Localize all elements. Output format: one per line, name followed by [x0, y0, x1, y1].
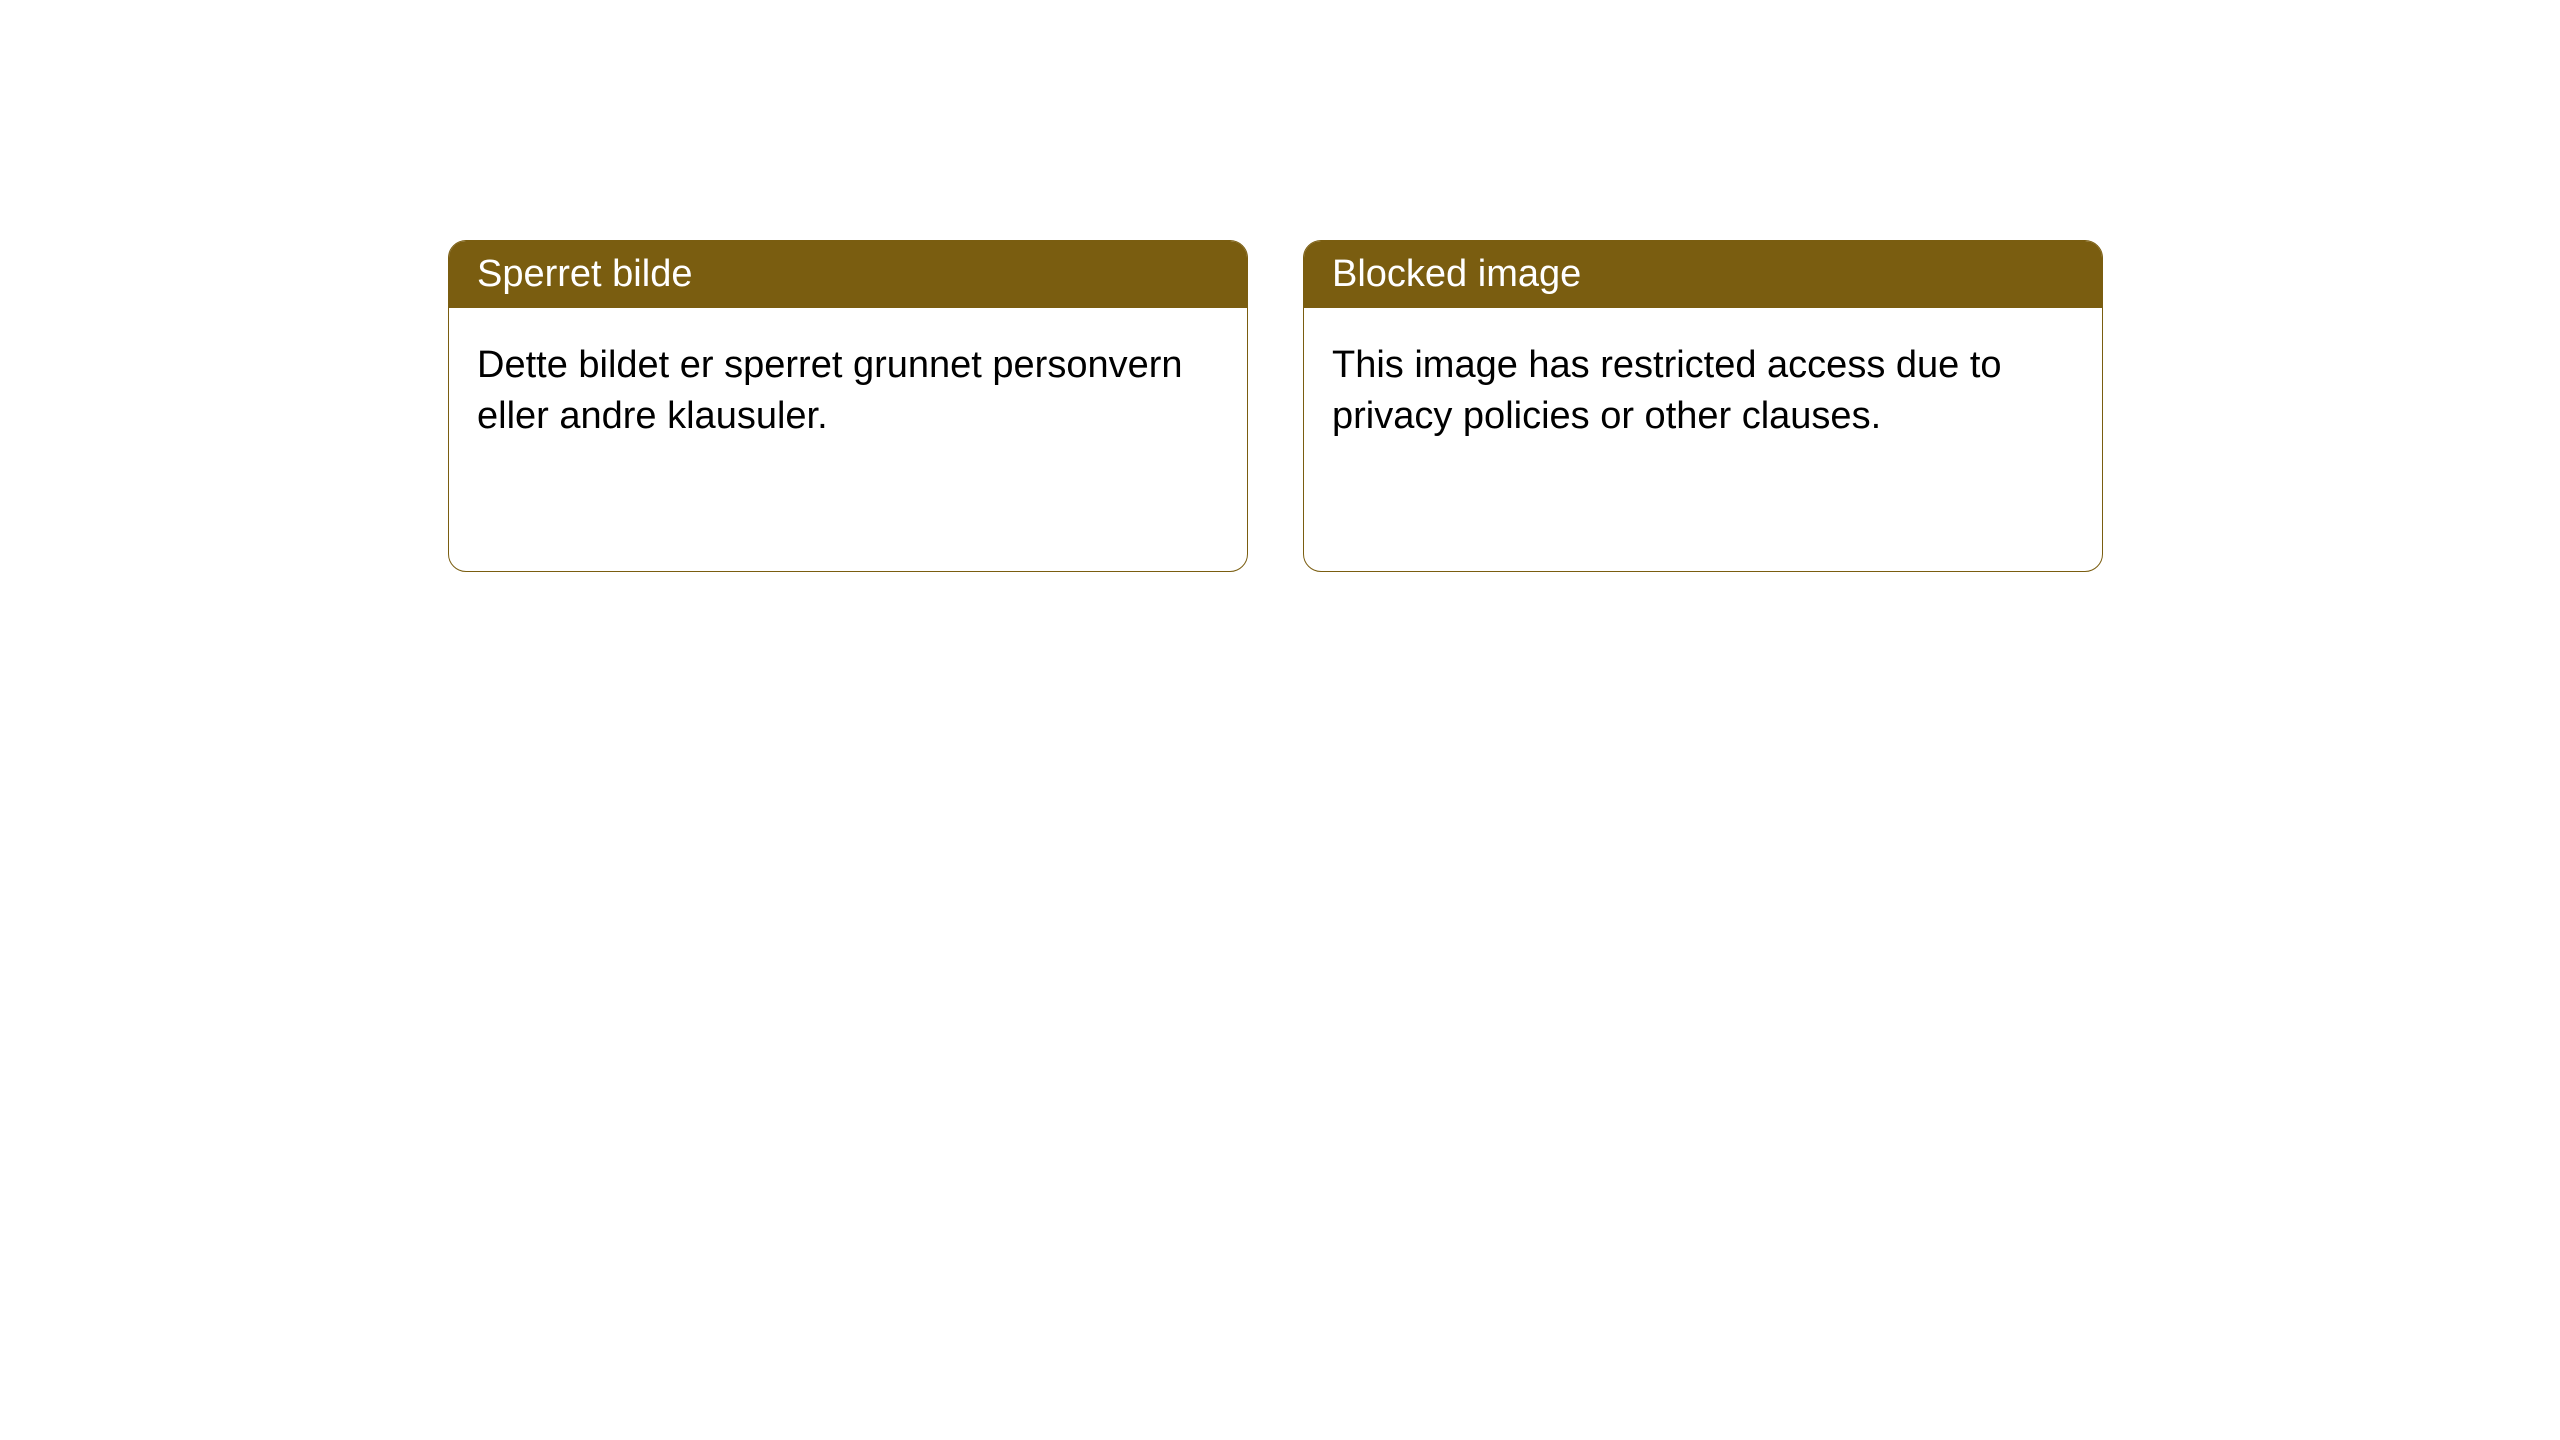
notice-body: Dette bildet er sperret grunnet personve…	[449, 308, 1247, 475]
notice-card-english: Blocked image This image has restricted …	[1303, 240, 2103, 572]
notice-header: Blocked image	[1304, 241, 2102, 308]
notice-header: Sperret bilde	[449, 241, 1247, 308]
notice-container: Sperret bilde Dette bildet er sperret gr…	[0, 0, 2560, 572]
notice-title: Blocked image	[1332, 253, 1581, 295]
notice-body: This image has restricted access due to …	[1304, 308, 2102, 475]
notice-message: This image has restricted access due to …	[1332, 344, 2002, 437]
notice-message: Dette bildet er sperret grunnet personve…	[477, 344, 1183, 437]
notice-card-norwegian: Sperret bilde Dette bildet er sperret gr…	[448, 240, 1248, 572]
notice-title: Sperret bilde	[477, 253, 692, 295]
